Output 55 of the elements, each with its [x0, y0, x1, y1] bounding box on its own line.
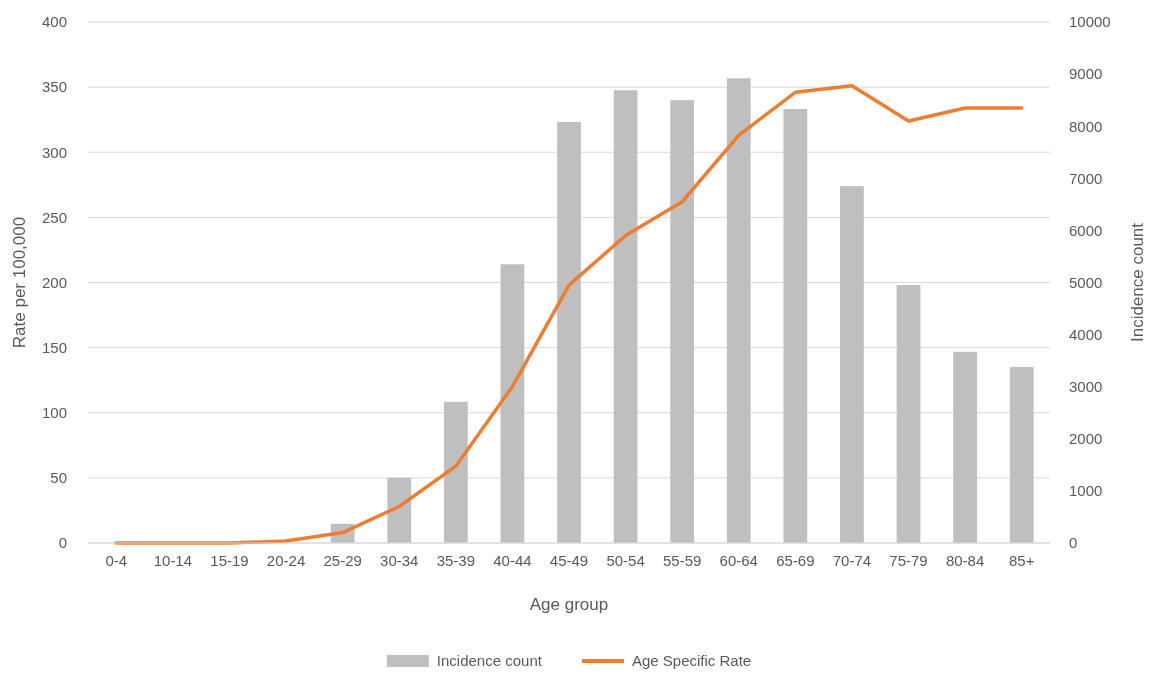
y2-tick-label: 9000 — [1069, 65, 1103, 83]
legend-label: Incidence count — [436, 652, 543, 670]
y2-tick-label: 6000 — [1069, 221, 1103, 239]
x-tick-label: 50-54 — [606, 551, 645, 569]
bar — [840, 186, 864, 543]
y-tick-label: 50 — [50, 469, 67, 487]
y2-tick-label: 5000 — [1069, 273, 1103, 291]
y-tick-label: 400 — [41, 13, 67, 31]
bar — [557, 122, 581, 543]
y-tick-label: 250 — [41, 208, 67, 226]
x-tick-label: 65-69 — [776, 551, 815, 569]
y-tick-label: 150 — [41, 338, 67, 356]
y-tick-label: 100 — [41, 404, 67, 422]
x-tick-label: 10-14 — [153, 551, 193, 569]
x-tick-label: 85+ — [1008, 551, 1035, 569]
bar — [613, 90, 638, 543]
x-tick-label: 20-24 — [266, 551, 306, 569]
x-tick-label: 0-4 — [105, 551, 128, 569]
x-tick-label: 70-74 — [832, 551, 872, 569]
y-tick-label: 300 — [41, 143, 67, 161]
x-tick-label: 60-64 — [719, 551, 758, 569]
bar — [1009, 366, 1034, 543]
y-tick-label: 350 — [41, 78, 67, 96]
bar — [387, 477, 412, 543]
x-axis-title: Age group — [529, 595, 609, 614]
y2-tick-label: 1000 — [1069, 482, 1103, 500]
bar — [726, 78, 751, 543]
x-tick-label: 40-44 — [493, 551, 532, 569]
x-tick-label: 30-34 — [380, 551, 419, 569]
y2-tick-label: 7000 — [1069, 169, 1103, 187]
y-tick-label: 200 — [41, 273, 67, 291]
x-tick-label: 80-84 — [945, 551, 985, 569]
bar — [670, 100, 695, 543]
bar — [953, 351, 977, 543]
y2-tick-label: 3000 — [1069, 378, 1103, 395]
line-series — [114, 84, 1024, 545]
x-tick-label: 35-39 — [436, 551, 476, 569]
legend-label: Age Specific Rate — [631, 652, 752, 670]
x-tick-label: 25-29 — [323, 551, 362, 569]
bar — [500, 264, 525, 543]
y2-tick-label: 8000 — [1069, 117, 1103, 135]
y2-tick-label: 4000 — [1069, 325, 1103, 343]
x-tick-label: 55-59 — [662, 551, 702, 569]
y2-axis-title: Incidence count — [1128, 222, 1147, 343]
y2-tick-label: 0 — [1069, 534, 1078, 552]
bar — [896, 285, 921, 543]
y2-tick-label: 10000 — [1069, 13, 1111, 31]
y-axis-title: Rate per 100,000 — [10, 216, 29, 349]
y2-tick-label: 2000 — [1069, 430, 1103, 448]
x-tick-label: 75-79 — [889, 551, 928, 569]
y-tick-label: 0 — [58, 534, 67, 552]
bar — [783, 109, 808, 543]
x-tick-label: 15-19 — [210, 551, 249, 569]
bar — [443, 401, 468, 543]
x-tick-label: 45-49 — [549, 551, 589, 569]
